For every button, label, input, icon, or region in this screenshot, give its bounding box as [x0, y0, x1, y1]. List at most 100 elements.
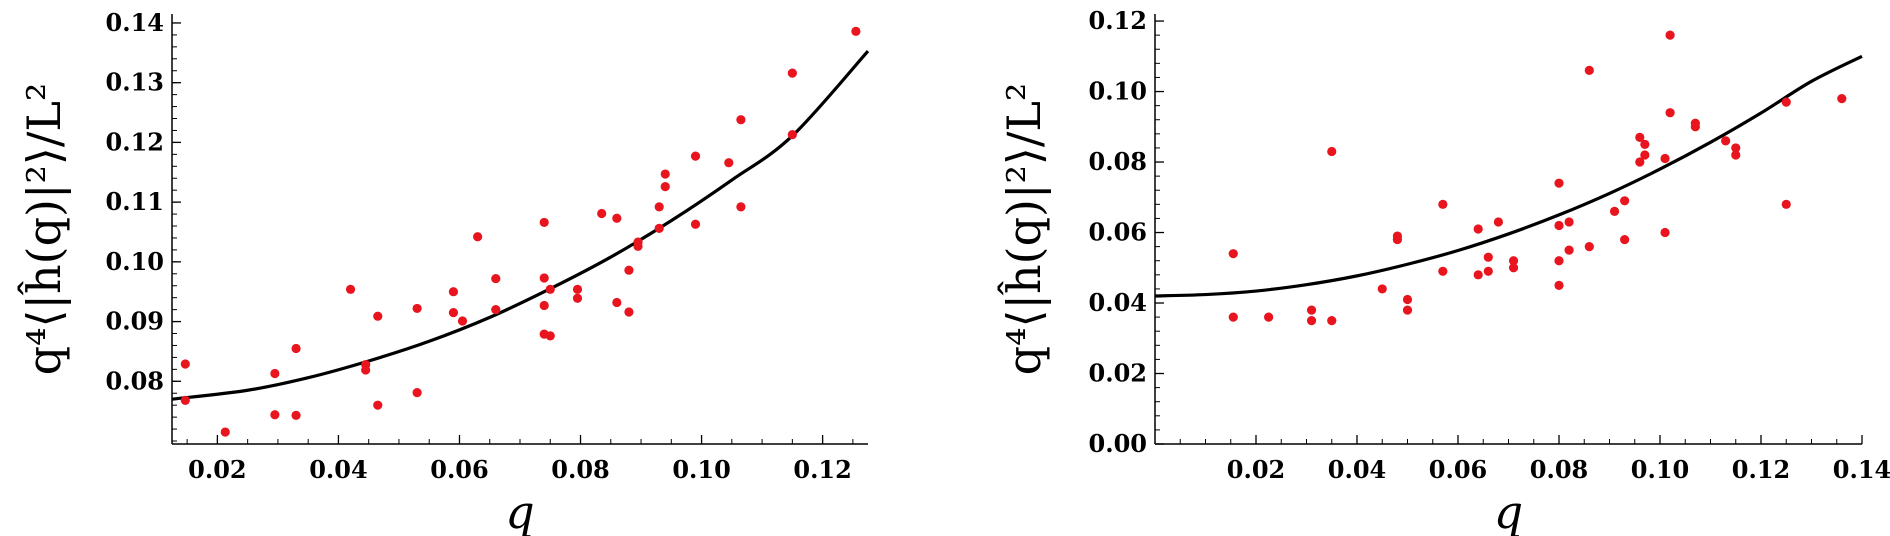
y-tick-label: 0.10	[1089, 77, 1147, 106]
data-point	[1620, 196, 1630, 206]
data-point	[1402, 294, 1413, 305]
data-point	[612, 297, 622, 308]
data-point	[1483, 252, 1493, 262]
data-point	[220, 427, 230, 437]
data-point	[660, 169, 670, 179]
data-point	[545, 331, 555, 341]
x-axis-title: q	[1494, 485, 1523, 536]
data-point	[491, 305, 501, 315]
data-point	[1584, 65, 1594, 75]
data-point	[612, 213, 622, 223]
x-tick-label: 0.02	[1227, 455, 1285, 484]
data-point	[1508, 263, 1519, 273]
y-axis-title: q⁴⟨|ĥ(q)|²⟩/L²	[996, 83, 1051, 376]
y-tick-label: 0.14	[106, 8, 164, 37]
data-point	[1584, 242, 1594, 252]
x-tick-label: 0.08	[1530, 455, 1588, 484]
data-point	[1327, 316, 1337, 326]
data-point	[1635, 132, 1645, 142]
data-point	[1438, 199, 1448, 209]
x-tick-label: 0.10	[672, 455, 730, 484]
data-point	[270, 368, 280, 379]
data-point	[1620, 234, 1630, 245]
data-point	[1640, 150, 1650, 160]
data-point	[736, 202, 746, 212]
y-tick-label: 0.08	[106, 366, 164, 395]
data-point	[1554, 178, 1564, 188]
data-point	[491, 273, 501, 284]
data-point	[1493, 217, 1503, 227]
data-point	[1483, 266, 1493, 276]
data-point	[457, 316, 468, 326]
data-point	[1837, 93, 1847, 104]
data-point	[624, 265, 634, 275]
data-point	[448, 308, 459, 318]
fit-curve	[1155, 54, 1863, 298]
data-point	[736, 115, 746, 125]
data-point	[345, 284, 356, 294]
data-point	[1228, 312, 1238, 322]
data-point	[1554, 256, 1564, 266]
data-point	[1640, 139, 1650, 150]
data-point	[690, 151, 701, 161]
data-layer	[1155, 30, 1863, 326]
y-tick-label: 0.12	[106, 127, 164, 156]
data-point	[539, 300, 549, 311]
data-point	[180, 359, 190, 369]
data-point	[412, 303, 422, 314]
data-layer	[172, 26, 870, 437]
data-point	[1635, 157, 1645, 167]
data-point	[1609, 206, 1620, 216]
data-point	[1660, 153, 1670, 164]
fit-curve	[172, 49, 870, 401]
x-tick-label: 0.08	[551, 455, 609, 484]
y-tick-label: 0.09	[106, 307, 164, 336]
x-tick-label: 0.12	[1732, 455, 1790, 484]
data-point	[1731, 150, 1741, 160]
y-tick-label: 0.04	[1089, 288, 1147, 317]
data-point	[1665, 108, 1675, 118]
y-axis-title: q⁴⟨|ĥ(q)|²⟩/L²	[16, 83, 71, 376]
x-tick-label: 0.06	[430, 455, 488, 484]
data-point	[412, 388, 422, 398]
data-point	[1438, 266, 1448, 276]
x-tick-label: 0.14	[1833, 455, 1890, 484]
data-point	[1228, 249, 1238, 259]
data-point	[291, 343, 301, 354]
data-point	[448, 287, 459, 297]
data-point	[473, 232, 483, 242]
x-tick-label: 0.06	[1429, 455, 1487, 484]
data-point	[660, 181, 670, 192]
data-point	[654, 223, 664, 234]
x-tick-label: 0.12	[793, 455, 851, 484]
data-point	[654, 202, 664, 212]
data-point	[1402, 305, 1413, 315]
x-tick-label: 0.02	[188, 455, 246, 484]
data-point	[1554, 280, 1564, 290]
data-point	[1306, 305, 1317, 315]
x-tick-label: 0.04	[309, 455, 367, 484]
y-tick-label: 0.08	[1089, 147, 1147, 176]
data-point	[724, 158, 734, 168]
data-point	[1660, 227, 1670, 238]
x-tick-label: 0.10	[1631, 455, 1689, 484]
data-point	[572, 284, 583, 294]
data-point	[1327, 146, 1337, 157]
data-point	[572, 293, 583, 303]
data-point	[1781, 97, 1791, 107]
data-point	[1721, 136, 1731, 146]
data-point	[787, 130, 797, 140]
x-axis-title: q	[505, 485, 534, 536]
data-point	[1473, 270, 1483, 280]
plot-panel-1: 0.02 0.04 0.06 0.08 0.10 0.12 0.08 0.09 0.10 0.11…	[16, 8, 870, 536]
y-tick-label: 0.10	[106, 247, 164, 276]
y-tick-label: 0.06	[1089, 218, 1147, 247]
data-point	[1781, 199, 1791, 209]
plot-panel-2: 0.02 0.04 0.06 0.08 0.10 0.12 0.14 0.00 0.02 0.04…	[996, 6, 1890, 536]
y-tick-label: 0.12	[1089, 6, 1147, 35]
data-point	[545, 284, 555, 294]
data-point	[690, 219, 701, 229]
data-point	[1690, 122, 1700, 132]
data-point	[633, 241, 643, 251]
